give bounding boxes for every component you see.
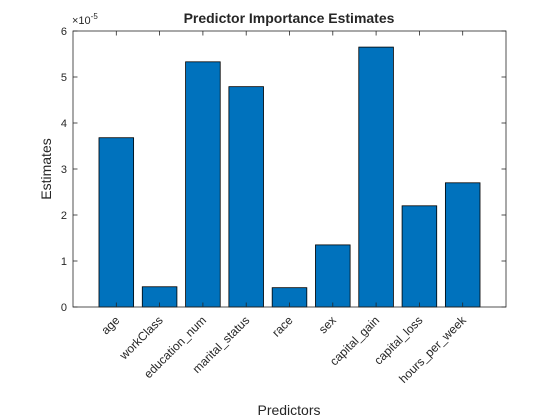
x-axis-label: Predictors: [257, 402, 320, 418]
y-tick-label: 4: [61, 118, 67, 130]
y-tick-label: 2: [61, 210, 67, 222]
bar-hours_per_week: [444, 182, 481, 308]
y-exponent-multiplier: ×10-5: [72, 12, 98, 27]
y-tick-label: 3: [61, 164, 67, 176]
chart-title: Predictor Importance Estimates: [184, 10, 395, 26]
y-tick-label: 1: [61, 256, 67, 268]
y-axis-label: Estimates: [38, 138, 54, 199]
exponent-base: ×10: [72, 15, 91, 27]
bar-age: [98, 137, 135, 308]
y-tick-label: 0: [61, 302, 67, 314]
y-tick-labels: 0 1 2 3 4 5 6: [61, 26, 67, 314]
bars-group: [98, 46, 481, 308]
bar-marital_status: [228, 86, 264, 308]
bar-capital_gain: [358, 46, 394, 308]
exponent-power: -5: [91, 12, 99, 21]
y-tick-label: 6: [61, 26, 67, 38]
axes-group: [72, 30, 507, 308]
bar-sex: [315, 244, 351, 308]
bar-education_num: [185, 61, 221, 308]
y-tick-label: 5: [61, 72, 67, 84]
bar-capital_loss: [401, 205, 438, 308]
